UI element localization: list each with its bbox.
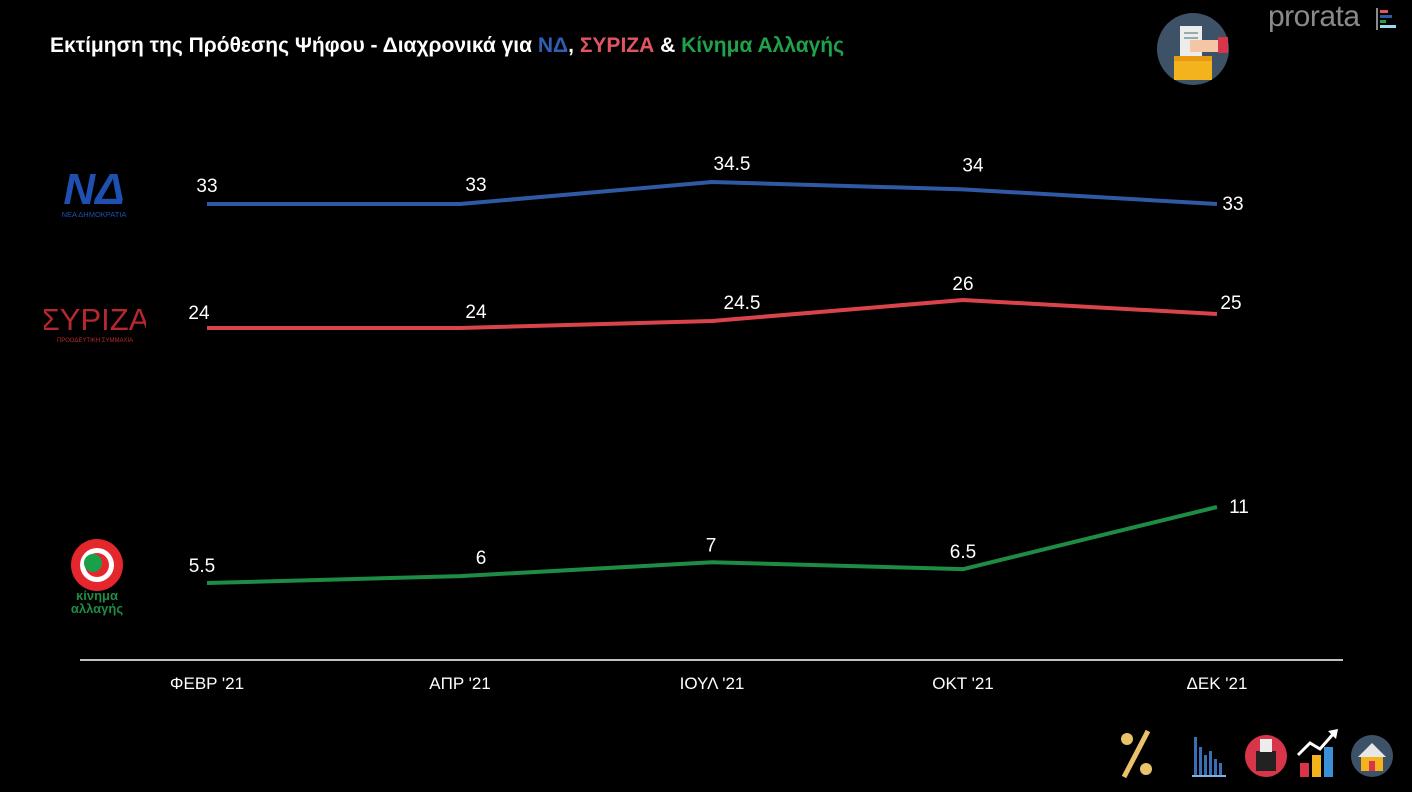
- nd-logo-text: ΝΔ: [63, 165, 124, 214]
- series-line-kinal: [206, 505, 1218, 585]
- data-label-nd: 33: [465, 175, 486, 196]
- house-icon: [1351, 735, 1393, 777]
- data-label-nd: 34: [962, 155, 984, 176]
- data-label-kinal: 7: [706, 535, 717, 556]
- data-label-nd: 33: [196, 176, 217, 197]
- kinal-logo-line1: κίνημα: [76, 588, 118, 603]
- kinal-logo-line2: αλλαγής: [71, 601, 123, 616]
- data-label-nd: 33: [1222, 194, 1243, 215]
- title-sep2: &: [654, 34, 682, 57]
- bottom-icon-bar: [1121, 729, 1393, 779]
- data-label-syriza: 24: [465, 302, 487, 323]
- title-prefix: Εκτίμηση της Πρόθεσης Ψήφου - Διαχρονικά…: [50, 34, 538, 57]
- brand-wordmark: prorata: [1268, 0, 1360, 33]
- voting-hand-icon: [1157, 13, 1229, 85]
- title-kinal: Κίνημα Αλλαγής: [681, 34, 845, 57]
- kinal-logo: κίνημα αλλαγής: [71, 539, 123, 616]
- data-label-kinal: 5.5: [189, 556, 215, 577]
- data-label-syriza: 26: [952, 274, 973, 295]
- data-label-syriza: 25: [1220, 293, 1241, 314]
- nd-logo: ΝΔ ΝΕΑ ΔΗΜΟΚΡΑΤΙΑ: [62, 165, 127, 219]
- kinal-rose-icon: [71, 539, 123, 591]
- data-label-nd: 34.5: [714, 154, 751, 175]
- title-syriza: ΣΥΡΙΖΑ: [579, 34, 655, 57]
- series-line-nd: [207, 180, 1218, 206]
- bar-chart-icon: [1192, 737, 1226, 777]
- x-tick-label: ΙΟΥΛ '21: [680, 674, 745, 693]
- x-tick-label: ΟΚΤ '21: [932, 674, 994, 693]
- percent-icon: [1121, 729, 1152, 779]
- syriza-logo: ΣΥΡΙΖΑ ΠΡΟΟΔΕΥΤΙΚΗ ΣΥΜΜΑΧΙΑ: [44, 302, 146, 344]
- data-label-kinal: 11: [1229, 497, 1249, 518]
- trend-up-icon: [1296, 729, 1338, 777]
- x-tick-label: ΑΠΡ '21: [429, 674, 491, 693]
- nd-logo-subtitle: ΝΕΑ ΔΗΜΟΚΡΑΤΙΑ: [62, 210, 127, 219]
- data-label-kinal: 6.5: [950, 542, 976, 563]
- syriza-logo-subtitle: ΠΡΟΟΔΕΥΤΙΚΗ ΣΥΜΜΑΧΙΑ: [57, 338, 133, 344]
- data-label-kinal: 6: [476, 548, 487, 569]
- series-line-syriza: [207, 298, 1218, 330]
- title-sep1: ,: [568, 34, 580, 57]
- ballot-box-icon: [1245, 735, 1287, 777]
- x-tick-label: ΔΕΚ '21: [1187, 674, 1248, 693]
- data-label-syriza: 24: [188, 303, 210, 324]
- x-tick-label: ΦΕΒΡ '21: [170, 674, 244, 693]
- brand-bars-icon: [1376, 8, 1396, 30]
- page-title: Εκτίμηση της Πρόθεσης Ψήφου - Διαχρονικά…: [50, 34, 844, 58]
- syriza-logo-text: ΣΥΡΙΖΑ: [44, 302, 146, 337]
- title-nd: ΝΔ: [537, 34, 569, 57]
- data-label-syriza: 24.5: [724, 293, 761, 314]
